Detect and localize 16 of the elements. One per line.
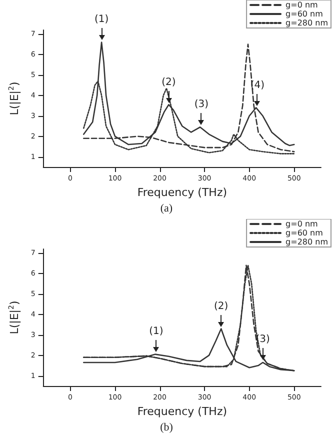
text: (b) [160, 422, 174, 434]
legend-label: g=0 nm [286, 0, 318, 10]
legend-label: g=60 nm [286, 228, 324, 238]
legend-label: g=280 nm [286, 238, 328, 246]
text: (a) [160, 202, 173, 214]
annotation: (3) [193, 99, 210, 112]
legend-label: g=60 nm [286, 10, 324, 18]
annotation: (2) [213, 300, 230, 313]
annotation: (1) [93, 14, 110, 26]
annotation: (2) [160, 76, 177, 89]
annotation: (4) [249, 80, 266, 92]
annotation: (1) [148, 326, 164, 338]
x-axis-title: Frequency (THz) [137, 186, 228, 199]
x-axis-title: Frequency (THz) [137, 405, 228, 418]
legend-label: g=0 nm [286, 220, 318, 228]
legend-label: g=280 nm [286, 18, 328, 28]
